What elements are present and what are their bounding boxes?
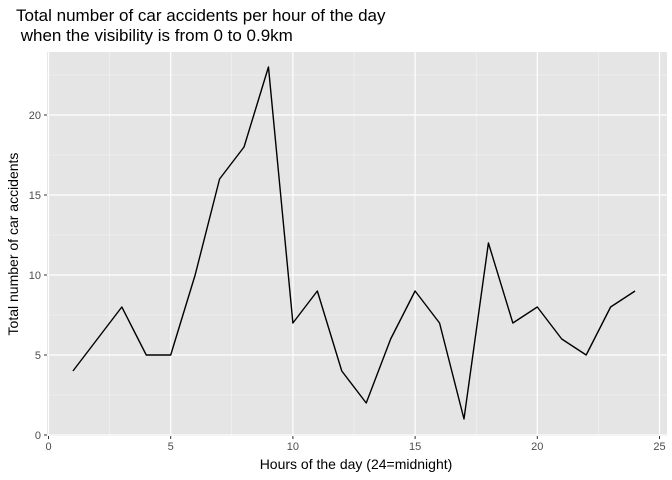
- data-point: [170, 354, 172, 356]
- y-tick-label: 10: [29, 270, 41, 282]
- x-tick-label: 25: [653, 441, 665, 453]
- x-tick-label: 15: [409, 441, 421, 453]
- data-point: [561, 338, 563, 340]
- data-point: [72, 370, 74, 372]
- data-point: [512, 322, 514, 324]
- data-point: [463, 418, 465, 420]
- y-tick-label: 5: [35, 350, 41, 362]
- x-tick-label: 10: [287, 441, 299, 453]
- data-point: [243, 146, 245, 148]
- data-point: [341, 370, 343, 372]
- data-point: [292, 322, 294, 324]
- data-point: [536, 306, 538, 308]
- chart-title-line-2: when the visibility is from 0 to 0.9km: [16, 26, 293, 45]
- x-tick-label: 0: [45, 441, 51, 453]
- data-point: [218, 178, 220, 180]
- minor-gridlines: [47, 52, 667, 436]
- y-tick-label: 15: [29, 190, 41, 202]
- x-tick-label: 5: [168, 441, 174, 453]
- y-tick-label: 0: [35, 430, 41, 442]
- data-point: [96, 338, 98, 340]
- y-axis-title: Total number of car accidents: [5, 153, 21, 336]
- data-point: [145, 354, 147, 356]
- y-tick-label: 20: [29, 110, 41, 122]
- data-point: [316, 290, 318, 292]
- axis-ticks: [44, 114, 660, 439]
- major-gridlines: [47, 52, 667, 436]
- x-axis-title: Hours of the day (24=midnight): [260, 456, 453, 472]
- data-point: [609, 306, 611, 308]
- data-point: [414, 290, 416, 292]
- data-point: [121, 306, 123, 308]
- data-point: [585, 354, 587, 356]
- x-tick-label: 20: [531, 441, 543, 453]
- data-point: [634, 290, 636, 292]
- data-point: [267, 66, 269, 68]
- data-point: [389, 338, 391, 340]
- series-layer: [72, 66, 636, 420]
- data-point: [365, 402, 367, 404]
- tick-labels: 0 5 10 15 20 25 0 5 10 15 20: [29, 110, 666, 453]
- data-point: [438, 322, 440, 324]
- data-point: [487, 242, 489, 244]
- plot-panel: [47, 52, 667, 436]
- series-line: [72, 66, 636, 420]
- data-point: [194, 274, 196, 276]
- chart-title-line-1: Total number of car accidents per hour o…: [16, 6, 386, 25]
